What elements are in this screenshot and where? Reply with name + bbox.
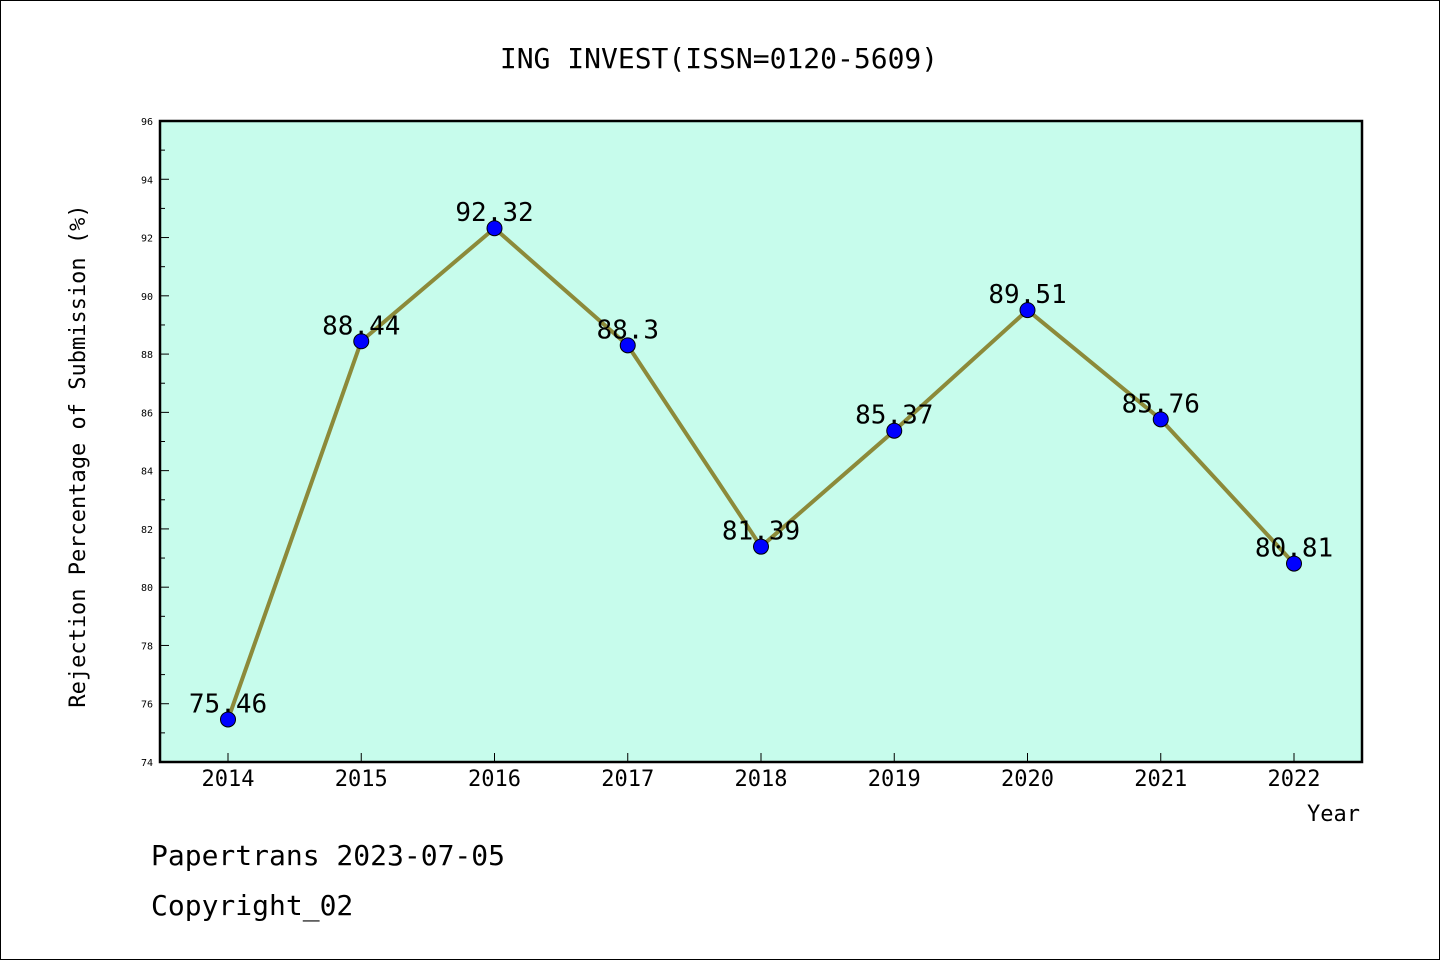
- y-tick-label: 84: [141, 467, 153, 478]
- data-point: [753, 538, 769, 555]
- x-tick-label: 2014: [202, 767, 255, 792]
- data-label: 75.46: [189, 689, 267, 719]
- y-axis: 74 76 78 80 82 84 86 88 90 92 94 96: [141, 117, 169, 769]
- y-tick-label: 90: [141, 292, 153, 303]
- y-tick-label: 82: [141, 525, 153, 536]
- data-point: [1019, 302, 1036, 319]
- x-tick-label: 2017: [601, 767, 654, 792]
- y-tick-label: 94: [141, 175, 153, 186]
- data-point: [1286, 555, 1302, 572]
- x-tick-label: 2021: [1134, 767, 1187, 792]
- data-label: 89.51: [988, 280, 1066, 310]
- data-point: [486, 220, 503, 237]
- x-axis: 2014 2015 2016 2017 2018 2019 2020 2021 2022: [202, 753, 1321, 792]
- y-tick-label: 96: [141, 117, 153, 128]
- footer-copyright: Copyright_02: [151, 889, 353, 923]
- data-label: 88.3: [596, 315, 659, 345]
- data-point: [1152, 411, 1169, 428]
- y-tick-label: 88: [141, 350, 153, 361]
- data-label: 88.44: [322, 311, 400, 341]
- data-point: [619, 337, 636, 354]
- data-point: [353, 333, 370, 350]
- x-tick-label: 2022: [1268, 767, 1321, 792]
- series-layer: 75.46 88.44 92.32 88.3 81.39 85.37 89.51 85.76 8…: [189, 198, 1333, 728]
- data-label: 85.37: [855, 401, 933, 431]
- x-tick-label: 2019: [868, 767, 921, 792]
- chart-title: ING INVEST(ISSN=0120-5609): [500, 42, 938, 75]
- y-axis-label: Rejection Percentage of Submission (%): [66, 204, 91, 707]
- x-axis-label: Year: [1307, 802, 1360, 827]
- x-tick-label: 2016: [468, 767, 521, 792]
- data-label: 80.81: [1255, 534, 1333, 564]
- footer-date: Papertrans 2023-07-05: [151, 839, 505, 872]
- x-tick-label: 2018: [735, 767, 788, 792]
- y-tick-label: 86: [141, 408, 153, 419]
- data-point: [886, 422, 903, 439]
- x-tick-label: 2015: [335, 767, 388, 792]
- data-label: 85.76: [1122, 389, 1200, 419]
- data-label: 92.32: [455, 198, 533, 228]
- y-tick-label: 78: [141, 641, 153, 652]
- x-tick-label: 2020: [1001, 767, 1054, 792]
- data-label: 81.39: [722, 517, 800, 547]
- y-tick-label: 74: [141, 758, 153, 769]
- y-tick-label: 92: [141, 234, 153, 245]
- y-tick-label: 76: [141, 700, 153, 711]
- data-point: [220, 711, 236, 728]
- plot-area: [158, 119, 1364, 764]
- y-tick-label: 80: [141, 583, 153, 594]
